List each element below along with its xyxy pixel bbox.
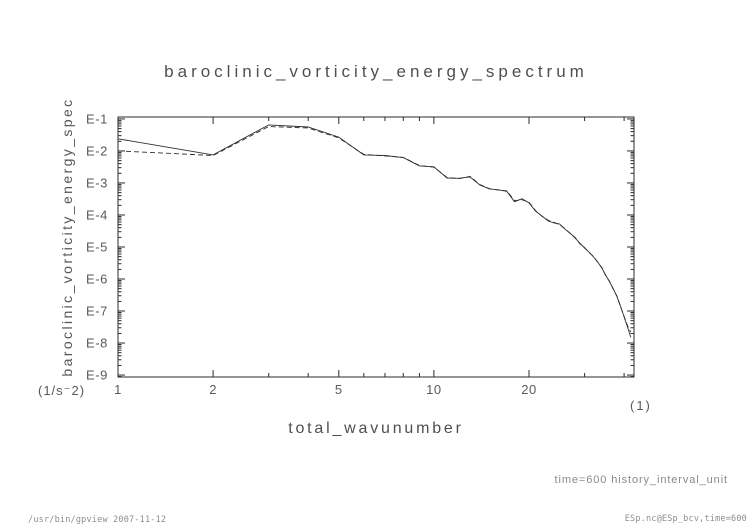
y-tick-label: E-5 xyxy=(86,239,108,254)
y-tick-label: E-7 xyxy=(86,304,108,319)
series-solid xyxy=(117,124,632,338)
x-tick-label: 2 xyxy=(209,382,217,397)
x-tick-label: 10 xyxy=(426,382,441,397)
x-tick-label: 1 xyxy=(114,382,122,397)
y-tick-label: E-2 xyxy=(86,143,108,158)
x-tick-label: 20 xyxy=(521,382,536,397)
footer-source: ESp.nc@ESp_bcv,time=600 xyxy=(624,514,747,524)
footer-command: /usr/bin/gpview 2007-11-12 xyxy=(28,515,167,525)
y-tick-label: E-3 xyxy=(86,175,108,190)
x-axis-ticks: 1 2 5 10 20 xyxy=(114,117,625,397)
y-tick-label: E-9 xyxy=(86,368,108,383)
y-tick-label: E-6 xyxy=(86,272,108,287)
plot-frame xyxy=(117,116,635,378)
series-dashed xyxy=(117,126,632,333)
y-tick-label: E-4 xyxy=(86,207,108,222)
x-axis-unit: (1) xyxy=(630,398,652,413)
x-axis-label: total_wavunumber xyxy=(288,420,464,437)
y-axis-ticks: E-1 E-2 E-3 E-4 E-5 E-6 E-7 E-8 E-9 xyxy=(86,111,634,383)
y-axis-units: (1/s⁻2) xyxy=(38,383,86,398)
y-tick-label: E-1 xyxy=(86,111,108,126)
time-annotation: time=600 history_interval_unit xyxy=(554,474,728,486)
x-tick-label: 5 xyxy=(335,382,343,397)
plot-title: baroclinic_vorticity_energy_spectrum xyxy=(164,62,588,81)
y-tick-label: E-8 xyxy=(86,336,108,351)
